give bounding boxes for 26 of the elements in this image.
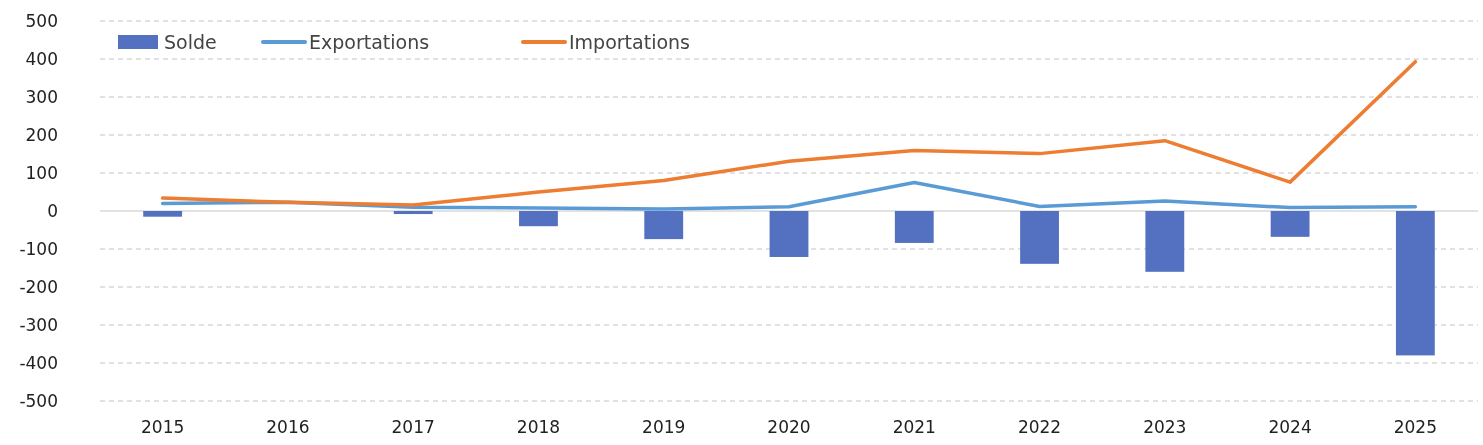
y-tick-label: -500 xyxy=(19,390,58,411)
legend-label: Solde xyxy=(164,30,217,53)
y-tick-label: 200 xyxy=(25,124,58,145)
y-tick-label: 0 xyxy=(47,200,58,221)
y-tick-label: 300 xyxy=(25,86,58,107)
x-tick-label: 2019 xyxy=(642,417,686,437)
y-tick-label: -100 xyxy=(19,238,58,259)
y-tick-label: -400 xyxy=(19,352,58,373)
y-tick-label: 100 xyxy=(25,162,58,183)
y-tick-label: 500 xyxy=(25,10,58,31)
x-tick-label: 2017 xyxy=(391,417,435,437)
x-tick-label: 2015 xyxy=(141,417,185,437)
legend-label: Exportations xyxy=(309,30,430,53)
x-tick-label: 2022 xyxy=(1017,417,1062,437)
x-tick-label: 2018 xyxy=(516,417,561,437)
x-tick-label: 2016 xyxy=(266,417,310,437)
line-series xyxy=(160,59,1418,207)
y-tick-label: -300 xyxy=(19,314,58,335)
y-tick-label: 400 xyxy=(25,48,58,69)
x-tick-label: 2024 xyxy=(1268,417,1312,437)
x-tick-label: 2023 xyxy=(1143,417,1187,437)
x-tick-label: 2025 xyxy=(1393,417,1437,437)
x-tick-label: 2020 xyxy=(767,417,811,437)
legend-label: Importations xyxy=(569,30,690,53)
x-tick-label: 2021 xyxy=(892,417,936,437)
y-tick-label: -200 xyxy=(19,276,58,297)
